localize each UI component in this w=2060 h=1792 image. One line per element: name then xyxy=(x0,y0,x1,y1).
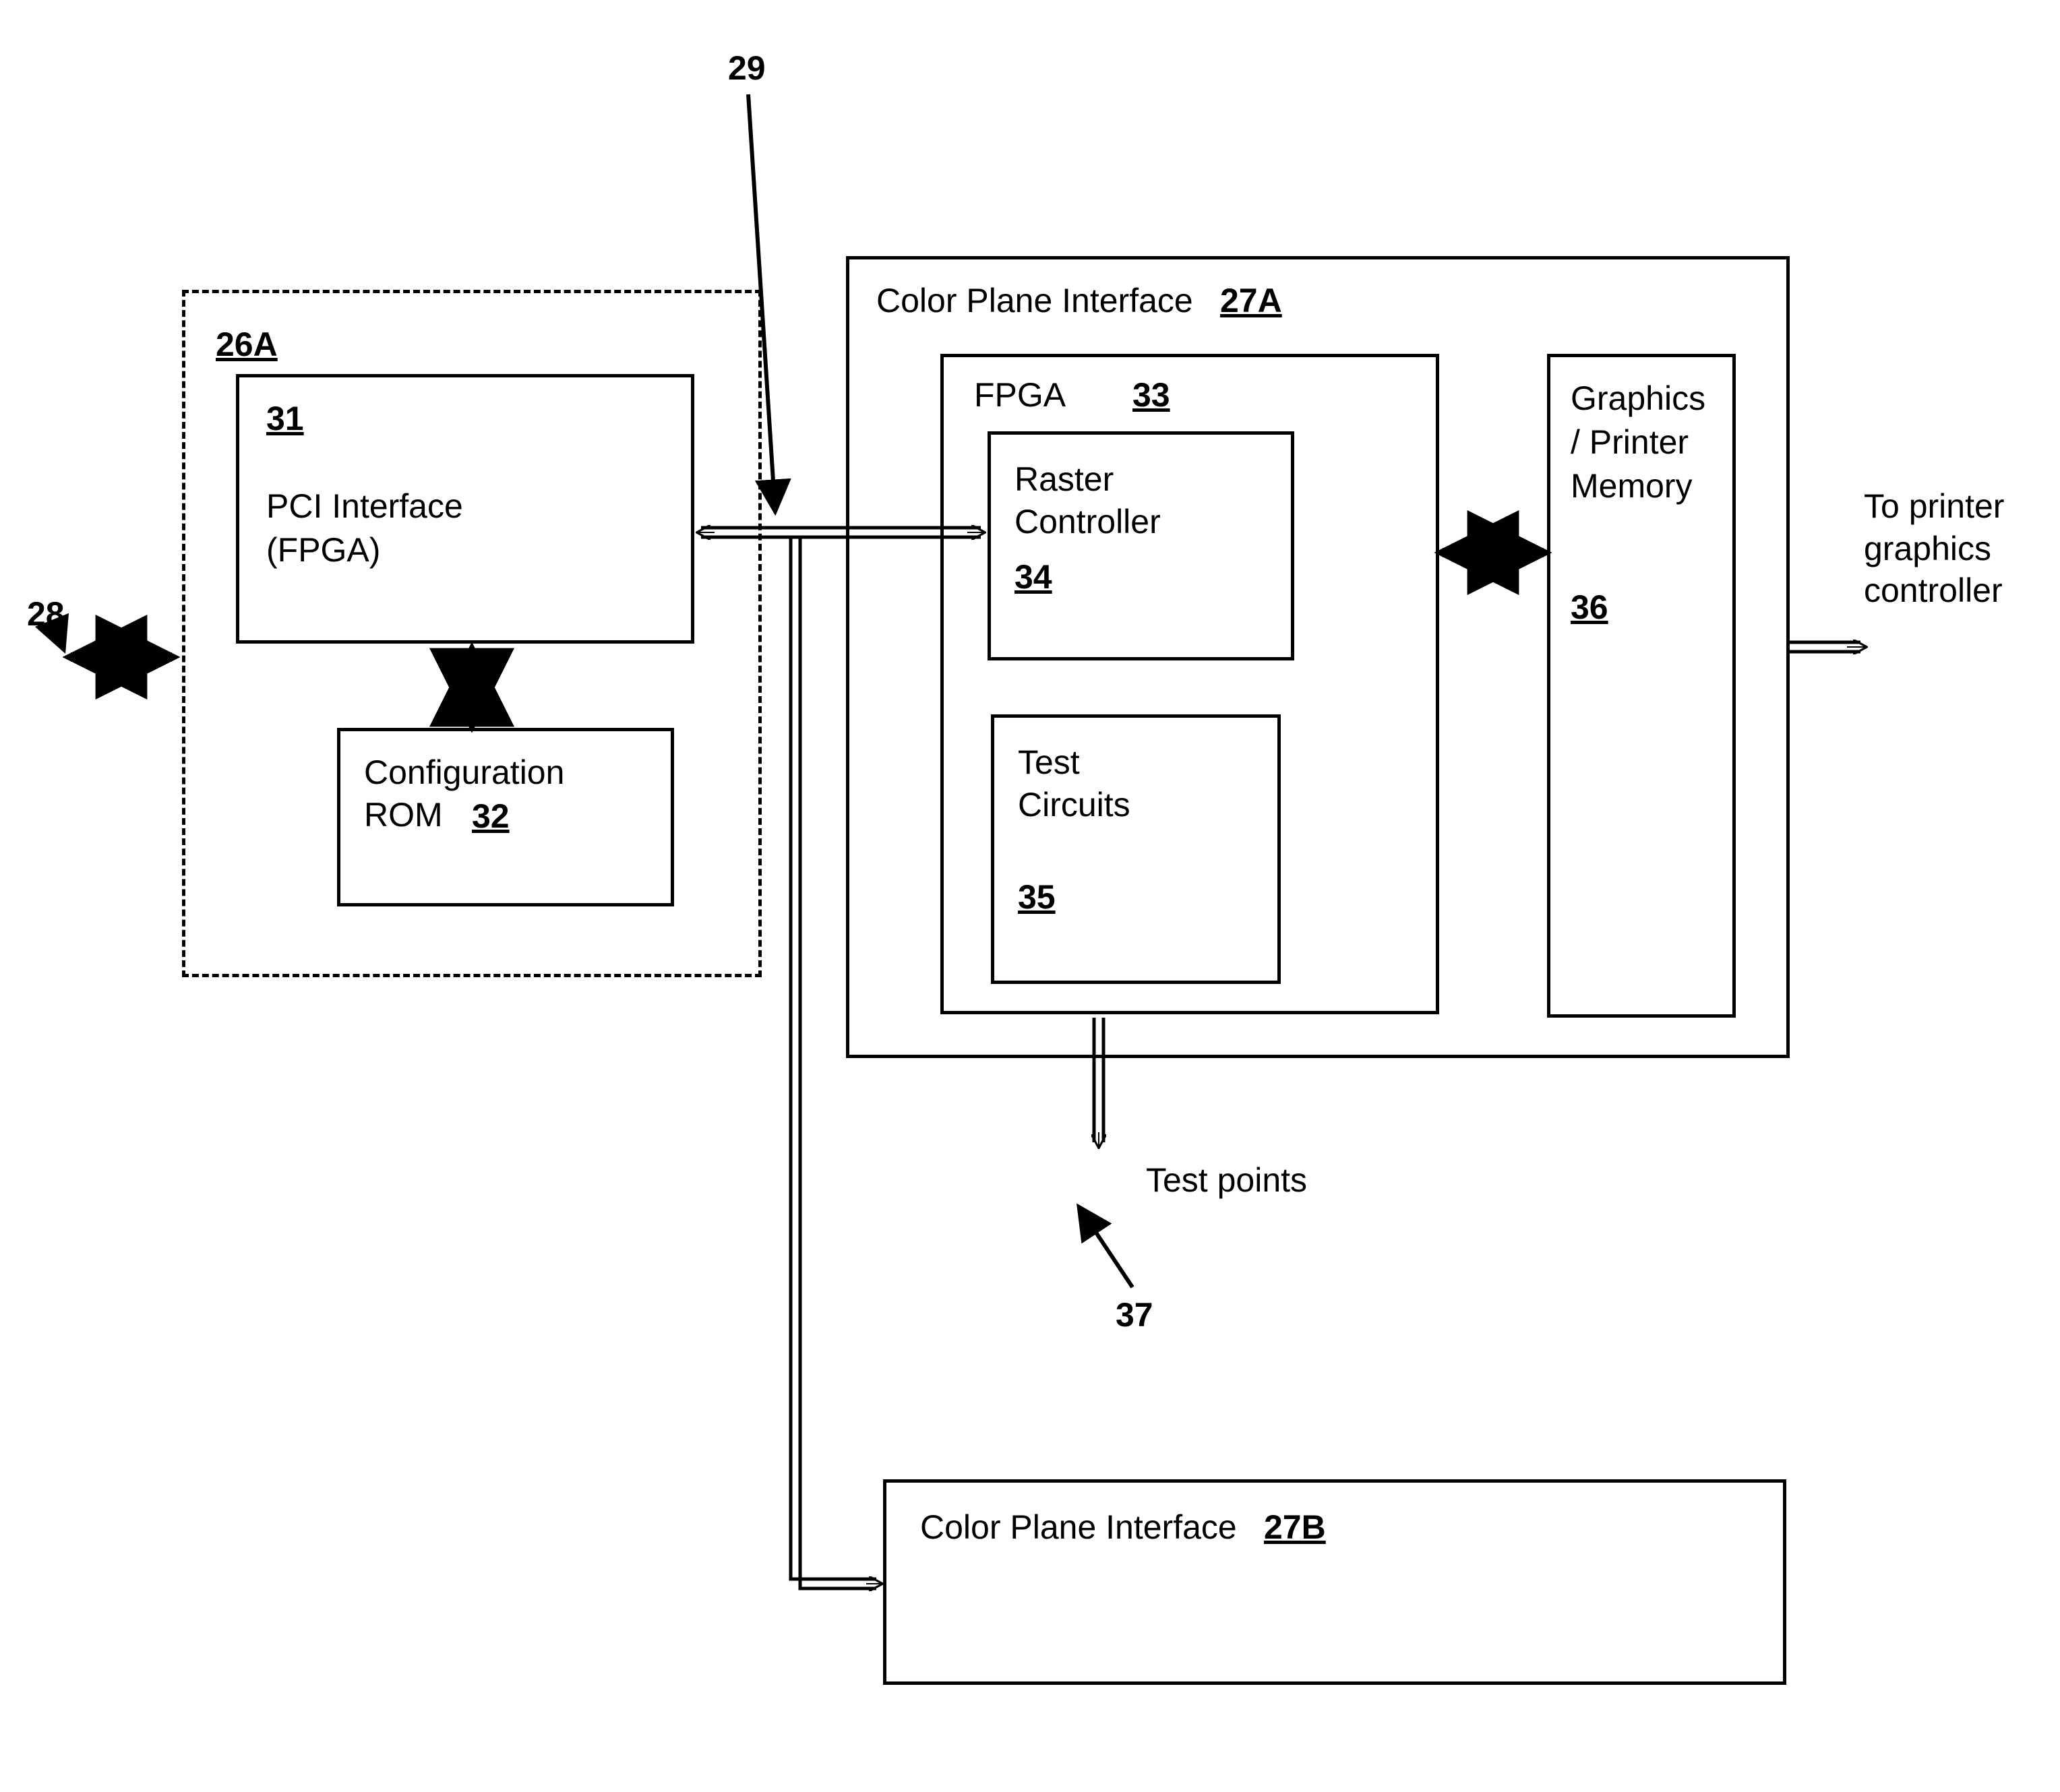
ref-33: 33 xyxy=(1132,374,1170,416)
label-gm-3: Memory xyxy=(1571,465,1693,507)
ref-34: 34 xyxy=(1014,556,1052,598)
label-test-circuits: Test Circuits xyxy=(1018,741,1130,826)
title-27A: Color Plane Interface xyxy=(876,280,1193,322)
ref-36: 36 xyxy=(1571,586,1608,629)
label-config-rom: Configuration ROM xyxy=(364,751,564,836)
ref-26A: 26A xyxy=(216,323,278,366)
conn-mem-to-printer xyxy=(1790,642,1866,652)
ref-27B: 27B xyxy=(1264,1506,1326,1549)
arrow-callout-28 xyxy=(57,634,64,650)
label-to-printer: To printer graphics controller xyxy=(1864,485,2004,612)
arrow-callout-37 xyxy=(1079,1206,1132,1287)
ref-31: 31 xyxy=(266,398,304,440)
ref-35: 35 xyxy=(1018,876,1056,919)
label-pci-2: (FPGA) xyxy=(266,529,380,571)
ref-32: 32 xyxy=(472,795,510,838)
callout-37: 37 xyxy=(1116,1294,1153,1336)
callout-28: 28 xyxy=(27,593,65,636)
title-fpga: FPGA xyxy=(974,374,1066,416)
label-pci-1: PCI Interface xyxy=(266,485,463,528)
title-27B: Color Plane Interface xyxy=(920,1506,1237,1549)
ref-27A: 27A xyxy=(1220,280,1282,322)
diagram-canvas: 26A 31 PCI Interface (FPGA) Configuratio… xyxy=(0,0,2060,1792)
callout-29: 29 xyxy=(728,47,766,90)
label-gm-2: / Printer xyxy=(1571,421,1689,464)
label-raster: Raster Controller xyxy=(1014,458,1161,543)
label-gm-1: Graphics xyxy=(1571,377,1705,420)
label-test-points: Test points xyxy=(1146,1159,1307,1202)
